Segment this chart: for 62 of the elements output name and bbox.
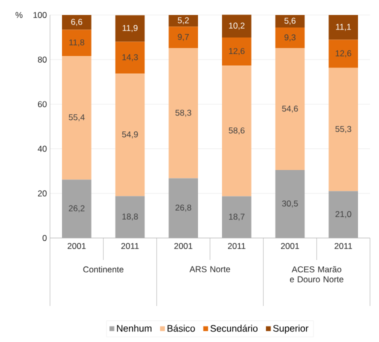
bar <box>62 14 92 30</box>
text: ACES Marão e Douro Norte <box>290 266 344 282</box>
data-label: 14,3 <box>122 54 138 62</box>
y-tick-label: 40 <box>38 146 47 152</box>
x-tick-label: 2001 <box>281 243 299 250</box>
bar <box>115 15 145 42</box>
bar <box>222 14 252 38</box>
legend-label: Secundário <box>210 324 258 332</box>
bar <box>275 48 305 170</box>
x-tick-label: 2001 <box>68 243 86 250</box>
data-label: 54,6 <box>282 106 298 113</box>
y-tick-label: 0 <box>42 235 47 241</box>
bar <box>168 26 198 48</box>
bar <box>222 66 252 196</box>
legend-label: Nenhum <box>117 324 152 332</box>
bar <box>275 14 305 28</box>
text: ARS Norte <box>190 266 230 272</box>
bar <box>62 56 92 180</box>
bar <box>115 42 145 74</box>
data-label: 5,6 <box>284 18 296 25</box>
data-label: 26,2 <box>68 205 84 212</box>
data-label: 10,2 <box>229 22 244 30</box>
data-label: 58,3 <box>175 110 192 117</box>
bar <box>328 14 358 40</box>
y-tick-label: 80 <box>38 56 47 63</box>
data-label: 18,7 <box>229 214 244 221</box>
legend-label: Superior <box>273 324 308 334</box>
data-label: 12,6 <box>336 50 352 58</box>
x-tick-label: 2011 <box>334 243 352 250</box>
data-label: 6,6 <box>71 18 82 26</box>
data-label: 58,6 <box>228 127 245 134</box>
data-label: 12,6 <box>229 48 245 56</box>
data-label: 9,7 <box>178 34 189 41</box>
text: Continente <box>83 266 124 272</box>
data-label: 55,4 <box>68 114 85 122</box>
y-tick-label: 20 <box>38 190 47 196</box>
data-label: 54,9 <box>122 131 138 138</box>
data-label: 11,1 <box>336 24 351 31</box>
data-label: 26,8 <box>176 204 192 212</box>
data-label: 21,0 <box>336 211 352 218</box>
x-tick-label: 2011 <box>121 243 139 250</box>
x-tick-label: 2011 <box>228 243 246 250</box>
data-label: 18,8 <box>122 214 138 221</box>
legend-label: Básico <box>168 324 195 332</box>
data-label: 55,3 <box>335 126 352 133</box>
bar <box>328 40 358 68</box>
bar <box>275 27 305 48</box>
data-label: 11,9 <box>122 24 138 32</box>
data-label: 11,8 <box>69 39 84 46</box>
bar <box>328 68 358 192</box>
data-label: 5,2 <box>178 17 189 24</box>
data-label: 9,3 <box>284 34 296 42</box>
bar <box>62 30 92 56</box>
y-axis-title: % <box>16 12 23 18</box>
y-tick-label: 100 <box>33 12 47 18</box>
bar <box>168 14 198 27</box>
data-label: 30,5 <box>282 200 298 208</box>
bar <box>168 48 198 178</box>
y-tick-label: 60 <box>38 101 47 108</box>
bar <box>222 38 252 66</box>
bar <box>115 74 145 196</box>
x-tick-label: 2001 <box>174 243 192 250</box>
